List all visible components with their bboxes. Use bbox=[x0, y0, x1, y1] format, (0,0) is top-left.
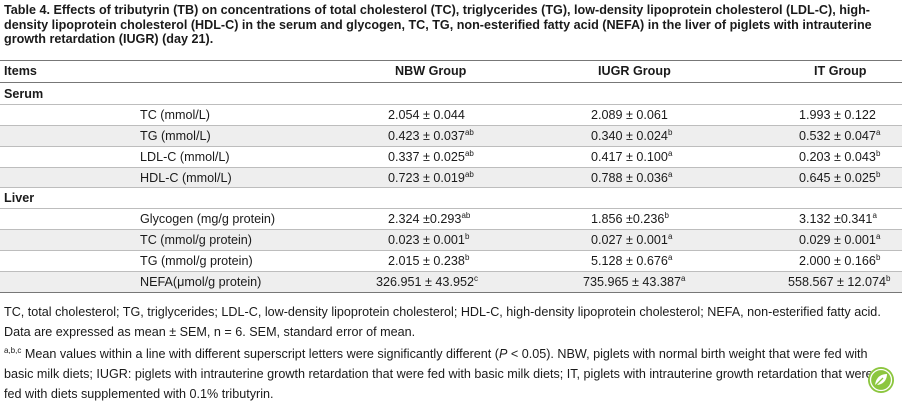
header-items: Items bbox=[4, 64, 37, 78]
row-label: TG (mmol/L) bbox=[140, 129, 211, 143]
iugr-value: 2.089 ± 0.061 bbox=[591, 108, 668, 122]
section-serum: Serum bbox=[4, 87, 44, 101]
it-value: 1.993 ± 0.122 bbox=[799, 108, 876, 122]
table-row: TG (mmol/g protein) 2.015 ± 0.238b 5.128… bbox=[0, 250, 902, 271]
nbw-value: 0.423 ± 0.037ab bbox=[388, 128, 474, 144]
it-value: 558.567 ± 12.074b bbox=[788, 274, 891, 290]
header-rule bbox=[0, 82, 902, 83]
row-label: TC (mmol/L) bbox=[140, 108, 210, 122]
bottom-rule bbox=[0, 292, 902, 293]
top-rule bbox=[0, 60, 902, 61]
it-value: 0.203 ± 0.043b bbox=[799, 149, 881, 165]
it-value: 0.029 ± 0.001a bbox=[799, 232, 881, 248]
table-row: HDL-C (mmol/L) 0.723 ± 0.019ab 0.788 ± 0… bbox=[0, 167, 902, 188]
table-row: LDL-C (mmol/L) 0.337 ± 0.025ab 0.417 ± 0… bbox=[0, 146, 902, 167]
table-row: NEFA(μmol/g protein) 326.951 ± 43.952c 7… bbox=[0, 271, 902, 292]
iugr-value: 0.417 ± 0.100a bbox=[591, 149, 673, 165]
row-label: LDL-C (mmol/L) bbox=[140, 150, 230, 164]
nbw-value: 0.337 ± 0.025ab bbox=[388, 149, 474, 165]
row-label: NEFA(μmol/g protein) bbox=[140, 275, 262, 289]
header-nbw: NBW Group bbox=[395, 64, 467, 78]
it-value: 0.645 ± 0.025b bbox=[799, 170, 881, 186]
row-label: Glycogen (mg/g protein) bbox=[140, 212, 276, 226]
nbw-value: 0.723 ± 0.019ab bbox=[388, 170, 474, 186]
iugr-value: 0.340 ± 0.024b bbox=[591, 128, 673, 144]
it-value: 0.532 ± 0.047a bbox=[799, 128, 881, 144]
row-label: HDL-C (mmol/L) bbox=[140, 171, 232, 185]
nbw-value: 326.951 ± 43.952c bbox=[376, 274, 478, 290]
iugr-value: 5.128 ± 0.676a bbox=[591, 253, 673, 269]
nbw-value: 2.054 ± 0.044 bbox=[388, 108, 465, 122]
nbw-value: 0.023 ± 0.001b bbox=[388, 232, 470, 248]
table-row: TC (mmol/g protein) 0.023 ± 0.001b 0.027… bbox=[0, 229, 902, 250]
iugr-value: 735.965 ± 43.387a bbox=[583, 274, 686, 290]
table-row: TG (mmol/L) 0.423 ± 0.037ab 0.340 ± 0.02… bbox=[0, 125, 902, 146]
table-caption: Table 4. Effects of tributyrin (TB) on c… bbox=[4, 3, 872, 46]
iugr-value: 0.788 ± 0.036a bbox=[591, 170, 673, 186]
iugr-value: 0.027 ± 0.001a bbox=[591, 232, 673, 248]
it-value: 2.000 ± 0.166b bbox=[799, 253, 881, 269]
iugr-value: 1.856 ±0.236b bbox=[591, 211, 669, 227]
header-iugr: IUGR Group bbox=[598, 64, 671, 78]
table-row: TC (mmol/L) 2.054 ± 0.044 2.089 ± 0.061 … bbox=[0, 104, 902, 125]
nbw-value: 2.324 ±0.293ab bbox=[388, 211, 471, 227]
table-row: Glycogen (mg/g protein) 2.324 ±0.293ab 1… bbox=[0, 208, 902, 229]
leaf-logo-icon bbox=[867, 366, 895, 394]
it-value: 3.132 ±0.341a bbox=[799, 211, 877, 227]
row-label: TC (mmol/g protein) bbox=[140, 233, 252, 247]
header-it: IT Group bbox=[814, 64, 867, 78]
nbw-value: 2.015 ± 0.238b bbox=[388, 253, 470, 269]
row-label: TG (mmol/g protein) bbox=[140, 254, 253, 268]
footnote-significance: a,b,c Mean values within a line with dif… bbox=[4, 346, 873, 402]
section-divider bbox=[0, 187, 902, 188]
footnote-abbreviations: TC, total cholesterol; TG, triglycerides… bbox=[4, 305, 881, 339]
section-liver: Liver bbox=[4, 191, 35, 205]
